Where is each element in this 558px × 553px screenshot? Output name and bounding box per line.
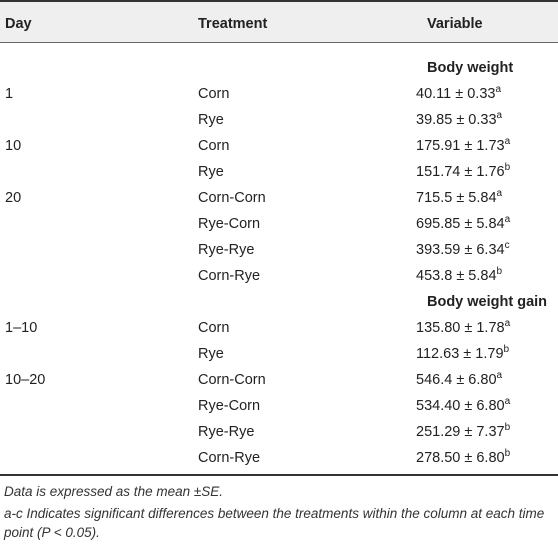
day-cell: 10	[5, 138, 22, 154]
table-row: 10 Corn 175.91 ± 1.73a	[0, 133, 558, 159]
value-cell: 534.40 ± 6.80a	[416, 396, 511, 415]
treatment-cell: Corn	[198, 320, 230, 336]
value-cell: 40.11 ± 0.33a	[416, 84, 502, 103]
value-cell: 151.74 ± 1.76b	[416, 162, 511, 181]
section-title: Body weight gain	[427, 294, 548, 310]
value-cell: 695.85 ± 5.84a	[416, 214, 511, 233]
table-row: Rye-Corn 534.40 ± 6.80a	[0, 393, 558, 419]
significance-superscript: b	[504, 448, 511, 459]
treatment-cell: Rye-Rye	[198, 424, 255, 440]
treatment-cell: Rye	[198, 112, 224, 128]
day-cell: 10–20	[5, 372, 46, 388]
significance-superscript: b	[504, 422, 511, 433]
value-cell: 135.80 ± 1.78a	[416, 318, 511, 337]
section-title-row: Body weight	[0, 55, 558, 81]
treatment-cell: Corn-Corn	[198, 372, 266, 388]
significance-superscript: a	[495, 84, 502, 95]
table-row: Rye 112.63 ± 1.79b	[0, 341, 558, 367]
section-title: Body weight	[427, 60, 514, 76]
table-row: Rye-Rye 251.29 ± 7.37b	[0, 419, 558, 445]
treatment-cell: Corn-Rye	[198, 268, 261, 284]
value-cell: 715.5 ± 5.84a	[416, 188, 503, 207]
value-cell: 39.85 ± 0.33a	[416, 110, 503, 129]
value-cell: 453.8 ± 5.84b	[416, 266, 503, 285]
section-title-row: Body weight gain	[0, 289, 558, 315]
value-cell: 546.4 ± 6.80a	[416, 370, 503, 389]
footnote-se: Data is expressed as the mean ±SE.	[4, 484, 224, 499]
significance-superscript: b	[503, 344, 510, 355]
day-cell: 20	[5, 190, 22, 206]
table-row: Rye-Corn 695.85 ± 5.84a	[0, 211, 558, 237]
significance-superscript: a	[496, 188, 503, 199]
treatment-cell: Corn	[198, 86, 230, 102]
header-treatment: Treatment	[198, 16, 268, 32]
table-row: Corn-Rye 278.50 ± 6.80b	[0, 445, 558, 471]
value-cell: 251.29 ± 7.37b	[416, 422, 511, 441]
treatment-cell: Rye-Corn	[198, 216, 261, 232]
table-row: 20 Corn-Corn 715.5 ± 5.84a	[0, 185, 558, 211]
significance-superscript: a	[504, 136, 511, 147]
value-cell: 112.63 ± 1.79b	[416, 344, 510, 363]
treatment-cell: Rye-Corn	[198, 398, 261, 414]
day-cell: 1–10	[5, 320, 38, 336]
table-bottom-rule	[0, 474, 558, 476]
table-row: Rye 39.85 ± 0.33a	[0, 107, 558, 133]
value-cell: 175.91 ± 1.73a	[416, 136, 511, 155]
table-row: 1–10 Corn 135.80 ± 1.78a	[0, 315, 558, 341]
significance-superscript: c	[504, 240, 510, 251]
day-cell: 1	[5, 86, 14, 102]
table-header: Day Treatment Variable	[0, 2, 558, 42]
header-variable: Variable	[427, 16, 483, 32]
table-row: Rye-Rye 393.59 ± 6.34c	[0, 237, 558, 263]
table-header-rule	[0, 42, 558, 43]
table-row: 1 Corn 40.11 ± 0.33a	[0, 81, 558, 107]
significance-superscript: a	[496, 110, 503, 121]
header-day: Day	[5, 16, 32, 32]
value-cell: 278.50 ± 6.80b	[416, 448, 511, 467]
significance-superscript: a	[504, 214, 511, 225]
significance-superscript: b	[496, 266, 503, 277]
treatment-cell: Corn-Corn	[198, 190, 266, 206]
table-top-rule	[0, 0, 558, 2]
footnote-significance: a-c Indicates significant differences be…	[4, 506, 545, 540]
table-row: Corn-Rye 453.8 ± 5.84b	[0, 263, 558, 289]
table-row: Rye 151.74 ± 1.76b	[0, 159, 558, 185]
significance-superscript: a	[496, 370, 503, 381]
value-cell: 393.59 ± 6.34c	[416, 240, 510, 259]
significance-superscript: b	[504, 162, 511, 173]
table-row: 10–20 Corn-Corn 546.4 ± 6.80a	[0, 367, 558, 393]
treatment-cell: Corn-Rye	[198, 450, 261, 466]
treatment-cell: Corn	[198, 138, 230, 154]
treatment-cell: Rye-Rye	[198, 242, 255, 258]
treatment-cell: Rye	[198, 346, 224, 362]
significance-superscript: a	[504, 318, 511, 329]
treatment-cell: Rye	[198, 164, 224, 180]
significance-superscript: a	[504, 396, 511, 407]
